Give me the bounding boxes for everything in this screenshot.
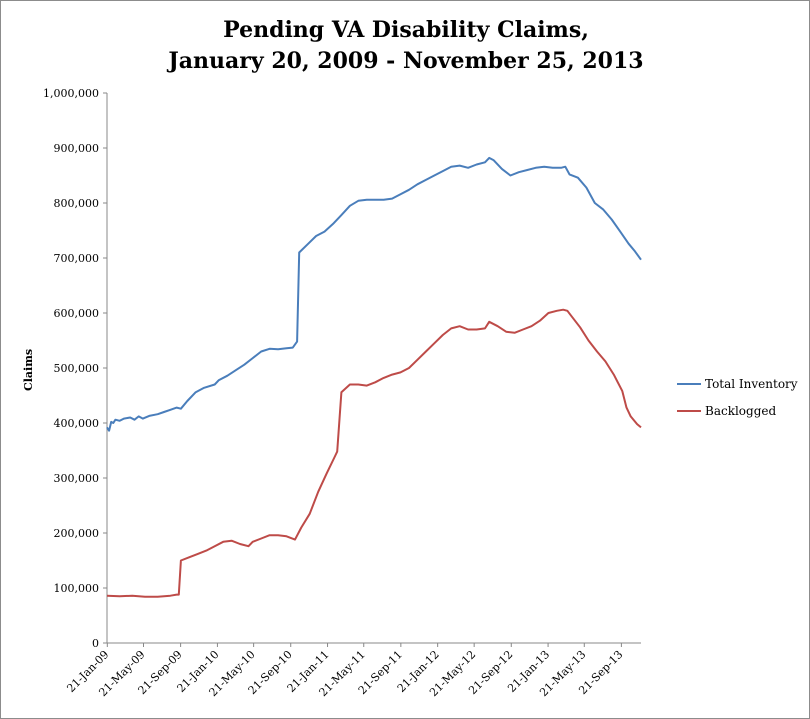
chart-title-line-2: January 20, 2009 - November 25, 2013 [166, 48, 643, 74]
y-tick-label: 400,000 [54, 417, 100, 430]
plot-area: 0 100,000 200,000 300,000 400,000 500,000 600,… [43, 87, 642, 699]
legend-label: Total Inventory [705, 377, 798, 391]
y-tick-label: 900,000 [54, 142, 100, 155]
y-tick-label: 0 [92, 637, 99, 650]
chart-title-line-1: Pending VA Disability Claims, [223, 17, 589, 43]
y-tick-label: 500,000 [54, 362, 100, 375]
y-tick-label: 800,000 [54, 197, 100, 210]
y-axis-label: Claims [22, 349, 35, 391]
y-tick-label: 300,000 [54, 472, 100, 485]
y-tick-label: 1,000,000 [43, 87, 99, 100]
y-tick-label: 200,000 [54, 527, 100, 540]
y-tick-label: 700,000 [54, 252, 100, 265]
series-line-total-inventory [106, 156, 642, 432]
y-tick-label: 600,000 [54, 307, 100, 320]
legend: Total Inventory Backlogged [677, 377, 798, 418]
series-line-backlogged [106, 308, 642, 598]
legend-label: Backlogged [705, 404, 776, 418]
y-tick-label: 100,000 [54, 582, 100, 595]
